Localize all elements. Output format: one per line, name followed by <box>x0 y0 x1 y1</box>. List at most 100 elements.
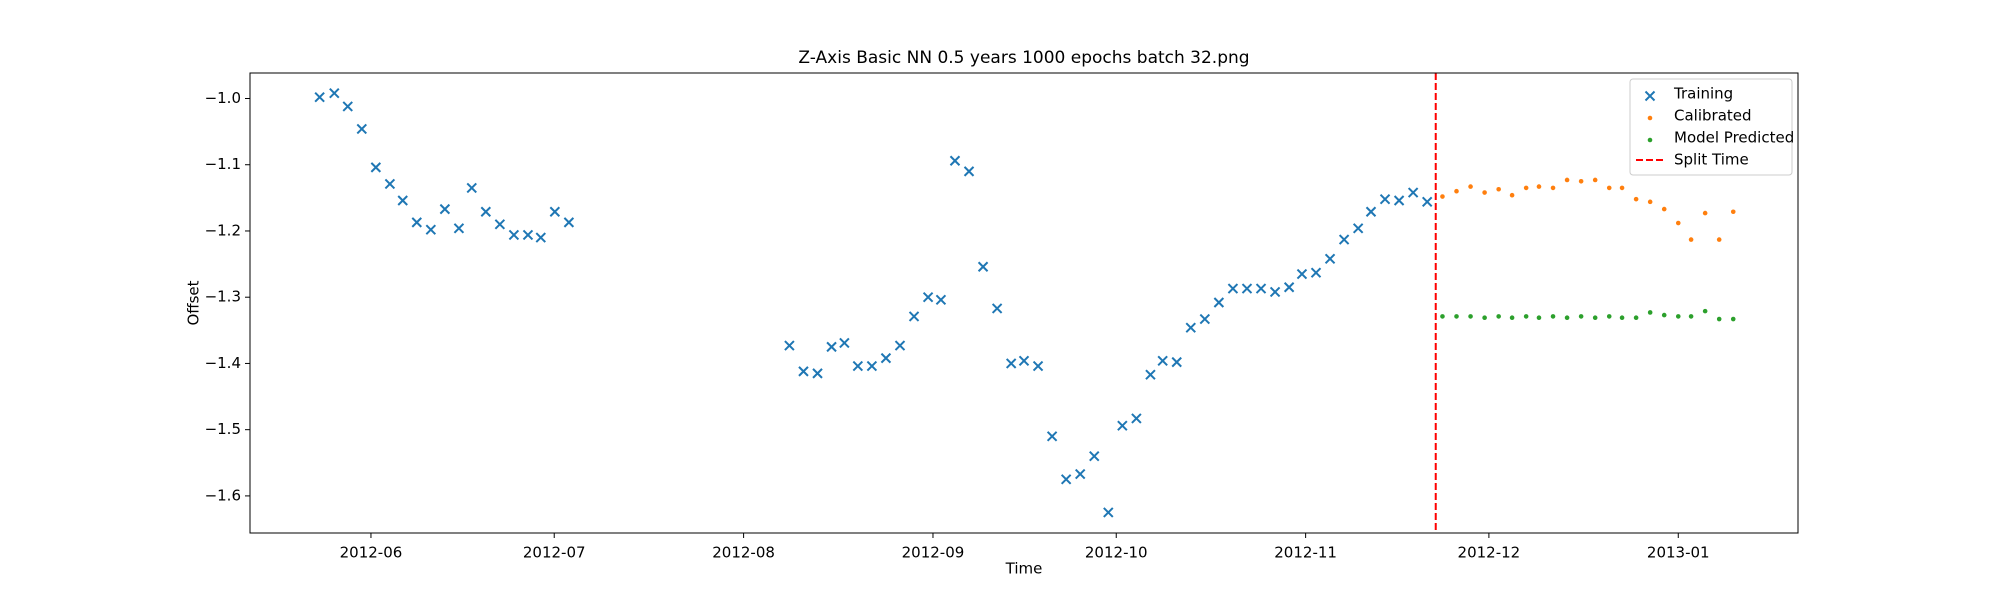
data-point <box>1060 474 1072 485</box>
y-tick-label: −1.5 <box>205 420 241 438</box>
y-tick-label: −1.2 <box>205 221 241 239</box>
data-point <box>1702 210 1708 216</box>
data-point <box>1365 206 1377 217</box>
data-point <box>425 224 437 235</box>
data-point <box>1730 209 1736 215</box>
data-point <box>798 366 809 377</box>
data-point <box>1283 282 1295 293</box>
data-point <box>1633 315 1639 321</box>
data-point <box>1675 220 1681 226</box>
data-point <box>1199 313 1211 325</box>
y-tick-label: −1.0 <box>205 89 241 107</box>
data-point <box>1619 185 1625 191</box>
data-point <box>1310 267 1322 278</box>
data-point <box>494 219 506 230</box>
data-point <box>1633 196 1639 202</box>
data-point <box>784 340 795 351</box>
data-point <box>1213 297 1225 308</box>
data-point <box>839 337 850 349</box>
data-point <box>1185 322 1196 333</box>
x-tick-label: 2012-11 <box>1274 544 1337 562</box>
legend-key <box>1644 90 1656 102</box>
legend-label: Model Predicted <box>1674 129 1794 147</box>
data-point <box>1564 315 1570 321</box>
data-point <box>1454 314 1459 319</box>
data-point <box>314 91 325 103</box>
data-point <box>411 217 422 228</box>
data-point <box>1440 314 1445 319</box>
data-point <box>812 368 823 379</box>
data-point <box>342 101 353 112</box>
data-point <box>1103 507 1114 518</box>
data-point <box>1407 187 1419 198</box>
data-point <box>1647 199 1653 205</box>
data-point <box>1716 237 1722 242</box>
data-point <box>1296 268 1308 280</box>
data-point <box>1018 355 1030 366</box>
data-point <box>1606 185 1612 191</box>
data-point <box>1117 420 1128 431</box>
data-point <box>453 223 465 234</box>
data-point <box>1536 315 1542 321</box>
data-point <box>1592 177 1598 183</box>
data-point <box>908 311 920 322</box>
data-point <box>1523 314 1529 319</box>
data-point <box>1592 315 1598 321</box>
data-point <box>1564 177 1570 183</box>
data-point <box>1145 369 1156 380</box>
data-point <box>439 203 451 215</box>
x-tick-label: 2012-12 <box>1458 544 1521 562</box>
data-point <box>549 206 561 217</box>
legend-label: Split Time <box>1674 151 1749 169</box>
data-point <box>963 166 975 177</box>
data-point <box>1702 308 1708 314</box>
data-point <box>1046 431 1058 442</box>
data-point <box>1688 237 1694 242</box>
data-point <box>384 178 396 190</box>
data-point <box>1005 358 1017 369</box>
data-point <box>880 352 892 364</box>
chart-title: Z-Axis Basic NN 0.5 years 1000 epochs ba… <box>798 48 1249 68</box>
legend: Training Calibrated Model Predicted Split T… <box>1629 78 1794 176</box>
data-point <box>397 195 408 206</box>
data-point <box>1171 356 1182 368</box>
x-tick-label: 2012-08 <box>712 544 775 562</box>
data-point <box>1619 315 1625 321</box>
data-point <box>1338 234 1350 245</box>
data-point <box>1647 310 1653 315</box>
data-point <box>1536 184 1542 189</box>
data-point <box>1661 206 1667 212</box>
data-point <box>935 294 947 306</box>
legend-label: Calibrated <box>1674 107 1752 125</box>
data-point <box>1509 315 1515 321</box>
data-point <box>1482 190 1487 195</box>
data-point <box>1157 355 1168 366</box>
data-point <box>866 360 878 372</box>
y-axis-label: Offset <box>185 280 203 325</box>
legend-key <box>1647 137 1653 143</box>
data-point <box>1468 314 1473 319</box>
data-point <box>1227 283 1239 294</box>
data-point <box>1032 360 1044 372</box>
data-point <box>480 206 492 217</box>
data-point <box>535 232 546 243</box>
y-tick-label: −1.6 <box>205 486 241 504</box>
x-tick-label: 2013-01 <box>1647 544 1710 562</box>
data-point <box>329 87 340 99</box>
legend-box <box>1629 78 1793 176</box>
axes-frame <box>249 72 1799 534</box>
x-tick-label: 2012-09 <box>902 544 965 562</box>
x-tick-label: 2012-07 <box>523 544 586 562</box>
data-point <box>1578 314 1584 319</box>
data-point <box>1468 184 1473 189</box>
data-point <box>1578 178 1584 184</box>
data-point <box>370 162 382 173</box>
data-point <box>1606 314 1612 319</box>
data-point <box>1255 283 1267 294</box>
data-point <box>1661 312 1667 318</box>
data-point <box>1716 316 1722 322</box>
data-point <box>1269 286 1281 298</box>
data-point <box>1550 185 1556 191</box>
data-point <box>1454 188 1459 194</box>
